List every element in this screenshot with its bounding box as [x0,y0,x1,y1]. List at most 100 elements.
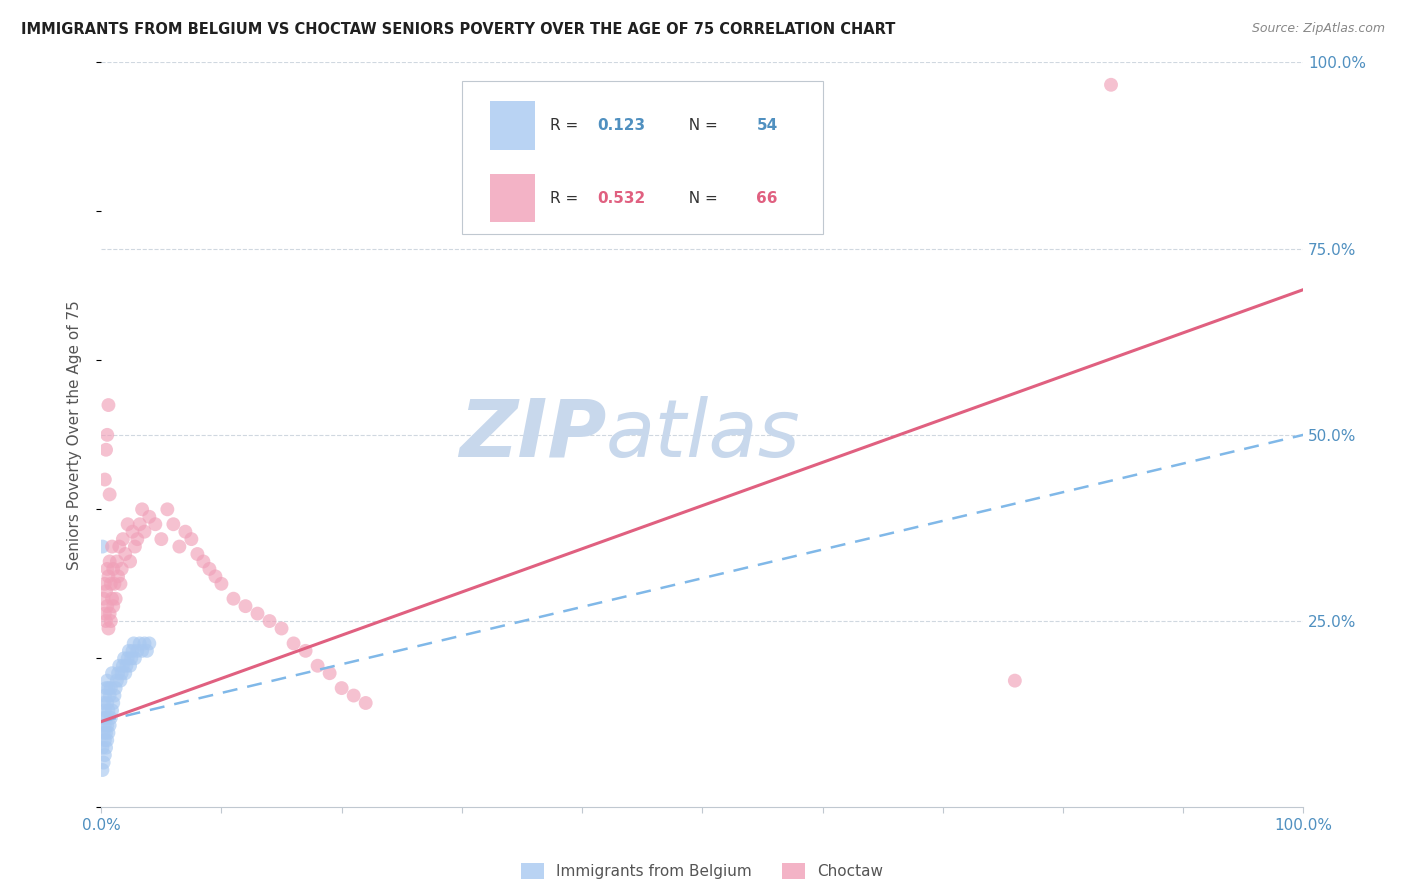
Point [94,703,117,717]
Point [122,636,145,650]
Point [98,689,121,703]
Point [162,517,184,532]
Point [94,748,117,763]
Point [180,532,202,546]
Text: R =: R = [550,191,582,205]
Point [143,517,166,532]
Point [111,658,134,673]
Point [110,577,132,591]
Point [128,517,150,532]
Point [108,540,131,554]
Point [94,584,117,599]
Point [94,577,117,591]
Point [91,763,114,777]
Point [186,547,208,561]
Point [93,726,115,740]
Point [343,689,366,703]
Point [330,681,353,695]
Point [124,651,146,665]
Point [94,681,117,695]
Point [91,540,114,554]
Point [96,733,118,747]
Point [97,569,120,583]
Point [127,644,149,658]
Point [112,651,135,665]
Point [108,658,131,673]
Point [94,733,117,747]
Point [103,562,125,576]
Point [135,644,157,658]
Point [120,651,142,665]
Point [97,622,120,636]
Point [96,696,118,710]
Point [121,644,143,658]
Point [270,622,292,636]
FancyBboxPatch shape [463,81,823,234]
Point [121,524,143,539]
Point [150,532,173,546]
Point [117,651,139,665]
Point [100,711,122,725]
Point [94,726,117,740]
Point [94,442,117,457]
Point [138,636,160,650]
Text: 54: 54 [756,118,778,133]
Point [1099,78,1122,92]
Text: 0.123: 0.123 [598,118,645,133]
Point [128,636,150,650]
Point [98,607,121,621]
Point [114,547,136,561]
Point [110,673,132,688]
Point [198,562,221,576]
Point [96,673,118,688]
Point [97,681,120,695]
Point [93,711,115,725]
Point [94,718,117,732]
Point [117,517,139,532]
Point [111,562,134,576]
Point [104,591,127,606]
Point [114,666,136,681]
Point [97,703,120,717]
Point [96,599,118,614]
Point [307,658,329,673]
Point [246,607,269,621]
Point [193,554,215,568]
Point [134,636,156,650]
Text: N =: N = [679,191,723,205]
Point [94,614,117,628]
Point [134,524,156,539]
Point [124,540,146,554]
Point [235,599,257,614]
Point [138,509,160,524]
Point [107,569,129,583]
Text: Source: ZipAtlas.com: Source: ZipAtlas.com [1251,22,1385,36]
Point [101,666,124,681]
Point [127,532,149,546]
Point [120,658,142,673]
Point [94,689,117,703]
Point [94,740,117,755]
Point [100,614,122,628]
Point [174,524,197,539]
Point [93,696,115,710]
Point [120,554,142,568]
Point [103,689,125,703]
Point [222,591,245,606]
Text: ZIP: ZIP [458,396,606,474]
Point [107,666,129,681]
Point [118,644,141,658]
Point [96,428,118,442]
Text: 0.532: 0.532 [598,191,645,205]
Point [91,740,114,755]
Point [111,532,134,546]
Point [104,681,127,695]
Point [97,398,120,412]
Point [96,718,118,732]
Point [93,591,115,606]
Point [100,577,122,591]
Point [96,562,118,576]
Point [101,703,124,717]
Point [103,577,125,591]
Point [259,614,281,628]
